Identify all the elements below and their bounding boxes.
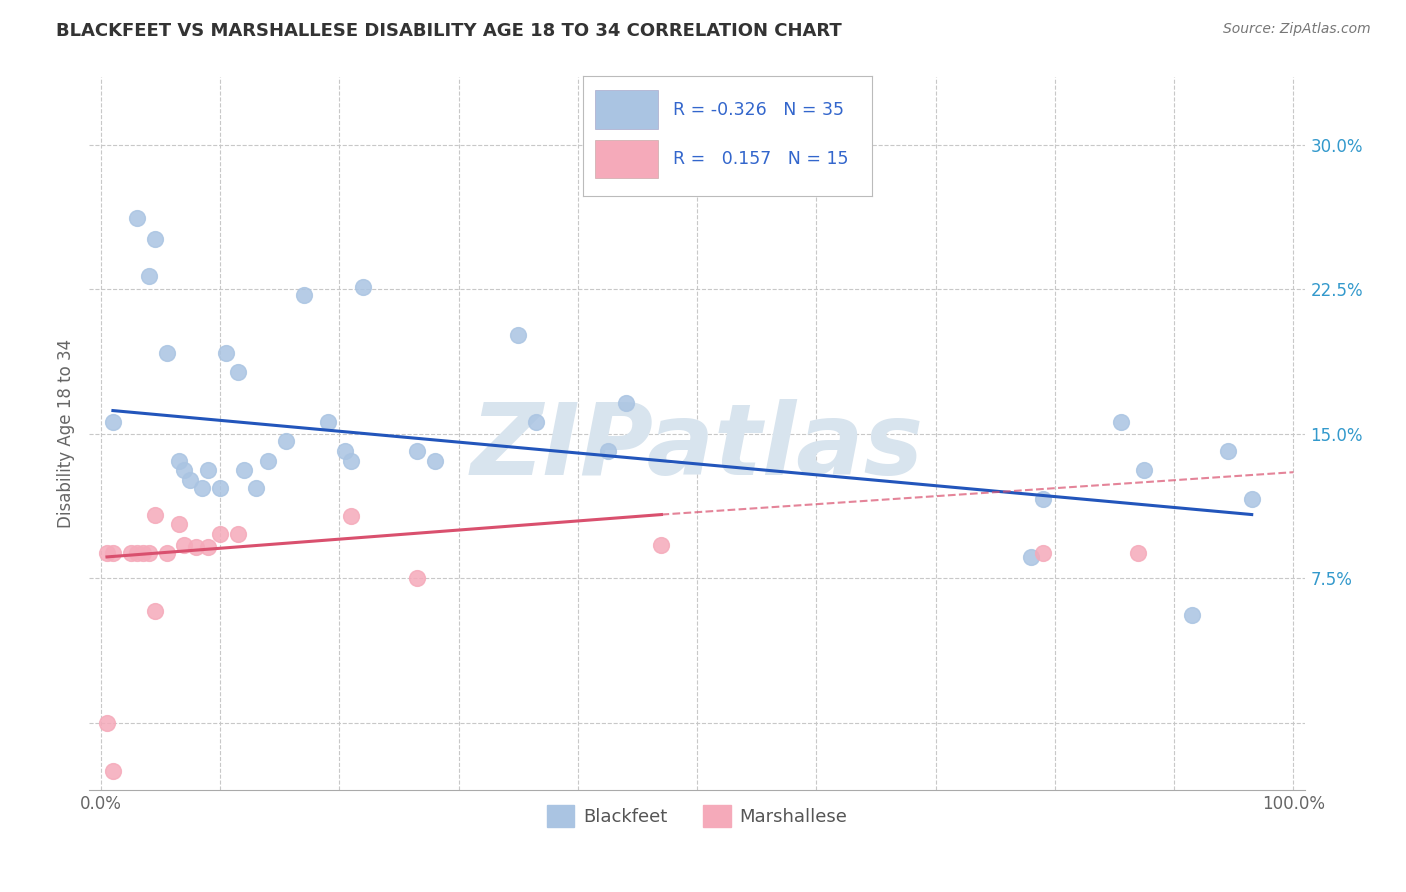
Y-axis label: Disability Age 18 to 34: Disability Age 18 to 34 [58,339,75,528]
Point [96,715,118,730]
Point [352,280,374,294]
Point [340,453,363,467]
Point [186,541,208,555]
Point [191,481,214,495]
Point [173,463,195,477]
Point [1019,549,1042,564]
Point [423,453,446,467]
Text: R = -0.326   N = 35: R = -0.326 N = 35 [673,101,844,119]
Point [614,396,637,410]
Point [96,546,118,560]
Point [1181,607,1204,622]
Point [179,473,201,487]
Point [101,764,124,778]
Point [143,508,166,522]
Point [226,365,249,379]
Point [1216,444,1239,458]
Point [138,268,160,283]
Point [292,288,315,302]
Point [1128,546,1150,560]
Point [245,481,267,495]
Point [316,415,339,429]
Point [524,415,547,429]
Point [197,541,219,555]
Point [406,571,429,585]
Text: BLACKFEET VS MARSHALLESE DISABILITY AGE 18 TO 34 CORRELATION CHART: BLACKFEET VS MARSHALLESE DISABILITY AGE … [56,22,842,40]
Point [173,538,195,552]
Point [596,444,619,458]
Point [1109,415,1132,429]
Text: R =   0.157   N = 15: R = 0.157 N = 15 [673,150,848,168]
Legend: Blackfeet, Marshallese: Blackfeet, Marshallese [540,797,855,834]
Point [101,546,124,560]
Point [257,453,280,467]
Point [215,346,238,360]
Point [101,415,124,429]
Point [197,463,219,477]
Point [406,444,429,458]
Point [155,546,177,560]
Point [233,463,256,477]
Text: ZIPatlas: ZIPatlas [471,400,924,497]
Point [143,232,166,246]
Point [340,509,363,524]
Point [650,538,672,552]
Point [167,453,190,467]
Point [138,546,160,560]
Point [132,546,155,560]
Point [143,604,166,618]
Point [508,328,530,343]
Point [125,211,148,225]
Point [274,434,297,449]
Point [167,517,190,532]
Point [209,526,232,541]
Point [1133,463,1156,477]
Bar [595,90,658,128]
Text: Source: ZipAtlas.com: Source: ZipAtlas.com [1223,22,1371,37]
Bar [595,140,658,178]
Point [226,526,249,541]
Point [335,444,357,458]
Point [1032,492,1054,507]
Point [120,546,142,560]
Point [1032,546,1054,560]
Point [1240,492,1263,507]
Point [125,546,148,560]
Point [209,481,232,495]
Point [155,346,177,360]
